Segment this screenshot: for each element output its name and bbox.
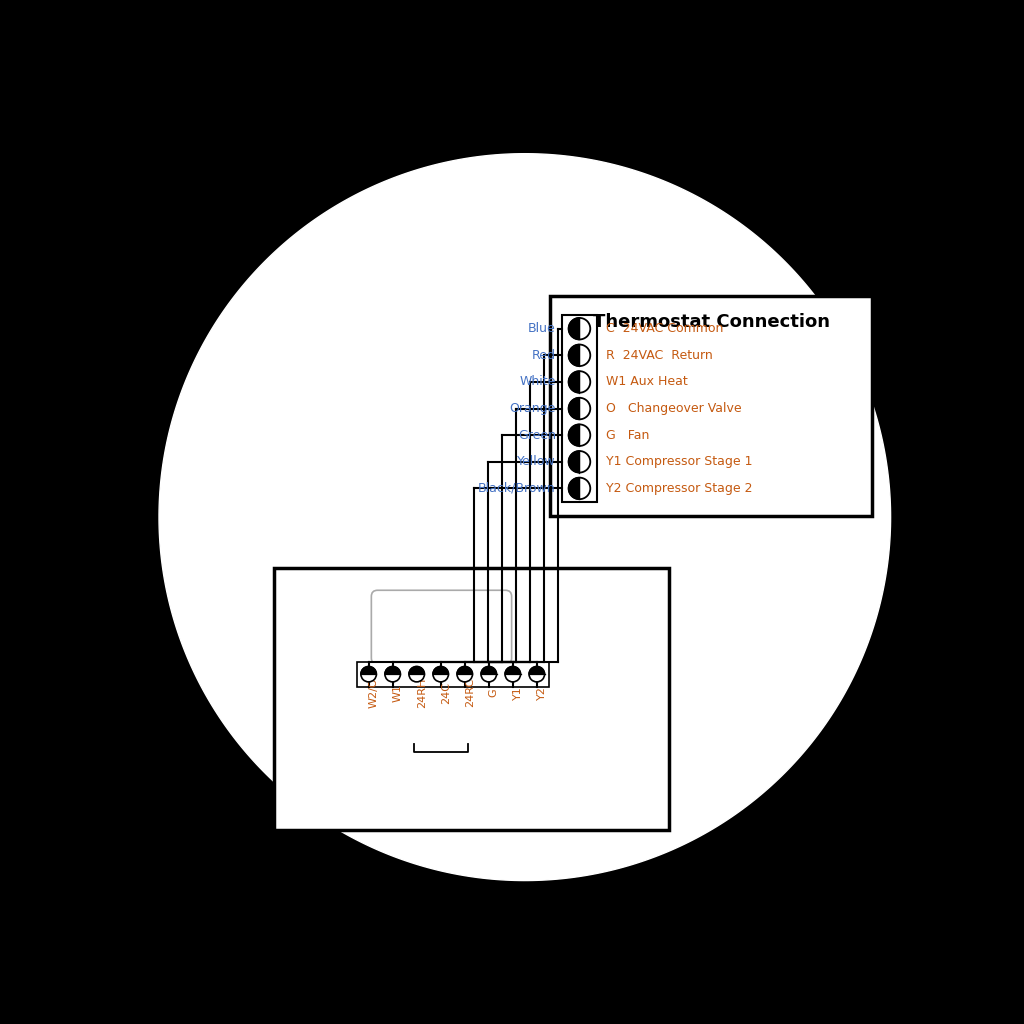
Circle shape xyxy=(568,344,590,367)
Circle shape xyxy=(568,477,590,499)
FancyBboxPatch shape xyxy=(372,590,512,665)
Text: Green: Green xyxy=(518,429,556,441)
Text: Orange: Orange xyxy=(509,402,556,415)
Circle shape xyxy=(568,451,590,472)
Text: Blue: Blue xyxy=(528,323,556,335)
Text: Y1: Y1 xyxy=(513,686,523,699)
Polygon shape xyxy=(505,667,520,674)
Polygon shape xyxy=(568,317,580,340)
Text: White: White xyxy=(519,376,556,388)
Circle shape xyxy=(481,667,497,682)
Polygon shape xyxy=(409,667,424,674)
FancyBboxPatch shape xyxy=(550,296,872,515)
Text: 24RH: 24RH xyxy=(417,678,427,708)
Circle shape xyxy=(385,667,400,682)
FancyBboxPatch shape xyxy=(356,662,549,686)
Circle shape xyxy=(568,424,590,445)
Text: Y1 Compressor Stage 1: Y1 Compressor Stage 1 xyxy=(606,456,753,468)
Polygon shape xyxy=(481,667,497,674)
Circle shape xyxy=(409,667,424,682)
Text: 24C: 24C xyxy=(440,682,451,703)
Polygon shape xyxy=(568,477,580,499)
Polygon shape xyxy=(457,667,472,674)
Text: Thermostat Connection: Thermostat Connection xyxy=(593,313,829,331)
Text: C  24VAC Common: C 24VAC Common xyxy=(606,323,724,335)
FancyBboxPatch shape xyxy=(273,568,669,829)
Circle shape xyxy=(360,667,377,682)
Text: Yellow: Yellow xyxy=(517,456,556,468)
Text: Y2: Y2 xyxy=(537,686,547,699)
Polygon shape xyxy=(568,424,580,445)
Circle shape xyxy=(568,371,590,393)
Text: G   Fan: G Fan xyxy=(606,429,649,441)
Text: W1: W1 xyxy=(392,684,402,701)
Circle shape xyxy=(568,397,590,420)
FancyBboxPatch shape xyxy=(562,315,597,502)
Circle shape xyxy=(505,667,520,682)
Polygon shape xyxy=(568,451,580,472)
Text: W2/O: W2/O xyxy=(369,677,379,708)
Polygon shape xyxy=(568,344,580,367)
Polygon shape xyxy=(568,371,580,393)
Polygon shape xyxy=(568,397,580,420)
Polygon shape xyxy=(529,667,545,674)
Text: W1 Aux Heat: W1 Aux Heat xyxy=(606,376,688,388)
Text: 24RC: 24RC xyxy=(465,678,475,708)
Text: Black/Brown: Black/Brown xyxy=(478,482,556,495)
Circle shape xyxy=(457,667,472,682)
Polygon shape xyxy=(385,667,400,674)
Polygon shape xyxy=(159,154,891,881)
Circle shape xyxy=(568,317,590,340)
Text: O   Changeover Valve: O Changeover Valve xyxy=(606,402,741,415)
Text: Red: Red xyxy=(531,349,556,361)
Text: G: G xyxy=(488,688,499,697)
Text: R  24VAC  Return: R 24VAC Return xyxy=(606,349,713,361)
Circle shape xyxy=(529,667,545,682)
Polygon shape xyxy=(433,667,449,674)
Text: Y2 Compressor Stage 2: Y2 Compressor Stage 2 xyxy=(606,482,753,495)
Polygon shape xyxy=(360,667,377,674)
Circle shape xyxy=(433,667,449,682)
